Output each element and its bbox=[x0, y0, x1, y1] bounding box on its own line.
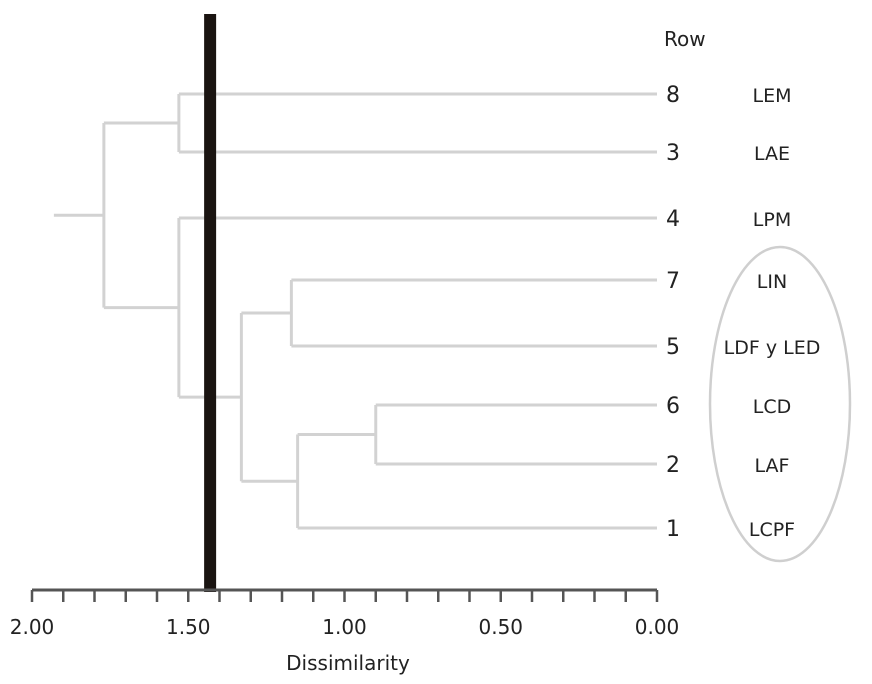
leaf-labels: Row 8 LEM 3 LAE 4 LPM 7 LIN 5 LDF y LED 6 LCD 2 LAF 1 L… bbox=[664, 27, 820, 542]
row-number-5: 5 bbox=[666, 335, 680, 360]
row-number-1: 1 bbox=[666, 517, 680, 542]
cluster-highlight-ellipse bbox=[708, 245, 852, 563]
cluster-highlight-layer bbox=[708, 245, 852, 563]
x-tick-label: 1.50 bbox=[166, 615, 211, 639]
row-number-7: 7 bbox=[666, 269, 680, 294]
row-number-4: 4 bbox=[666, 207, 680, 232]
leaf-name-1: LCPF bbox=[749, 519, 795, 541]
x-tick-label: 0.00 bbox=[635, 615, 680, 639]
x-tick-label: 0.50 bbox=[478, 615, 523, 639]
row-number-8: 8 bbox=[666, 83, 680, 108]
leaf-name-6: LCD bbox=[753, 396, 791, 418]
dendrogram-branches bbox=[53, 92, 657, 530]
leaf-name-2: LAF bbox=[755, 455, 790, 477]
row-number-2: 2 bbox=[666, 453, 680, 478]
cut-line bbox=[204, 14, 217, 592]
cut-line-layer bbox=[204, 14, 217, 592]
row-header: Row bbox=[664, 27, 706, 51]
leaf-name-7: LIN bbox=[757, 271, 787, 293]
leaf-name-4: LPM bbox=[753, 209, 791, 231]
x-axis: 2.00 1.50 1.00 0.50 0.00 bbox=[10, 588, 680, 639]
row-number-3: 3 bbox=[666, 141, 680, 166]
row-number-6: 6 bbox=[666, 394, 680, 419]
x-tick-label: 2.00 bbox=[10, 615, 55, 639]
x-tick-label: 1.00 bbox=[322, 615, 367, 639]
leaf-name-8: LEM bbox=[753, 85, 792, 107]
x-axis-label: Dissimilarity bbox=[286, 651, 410, 675]
leaf-name-3: LAE bbox=[754, 143, 790, 165]
leaf-name-5: LDF y LED bbox=[724, 337, 821, 359]
